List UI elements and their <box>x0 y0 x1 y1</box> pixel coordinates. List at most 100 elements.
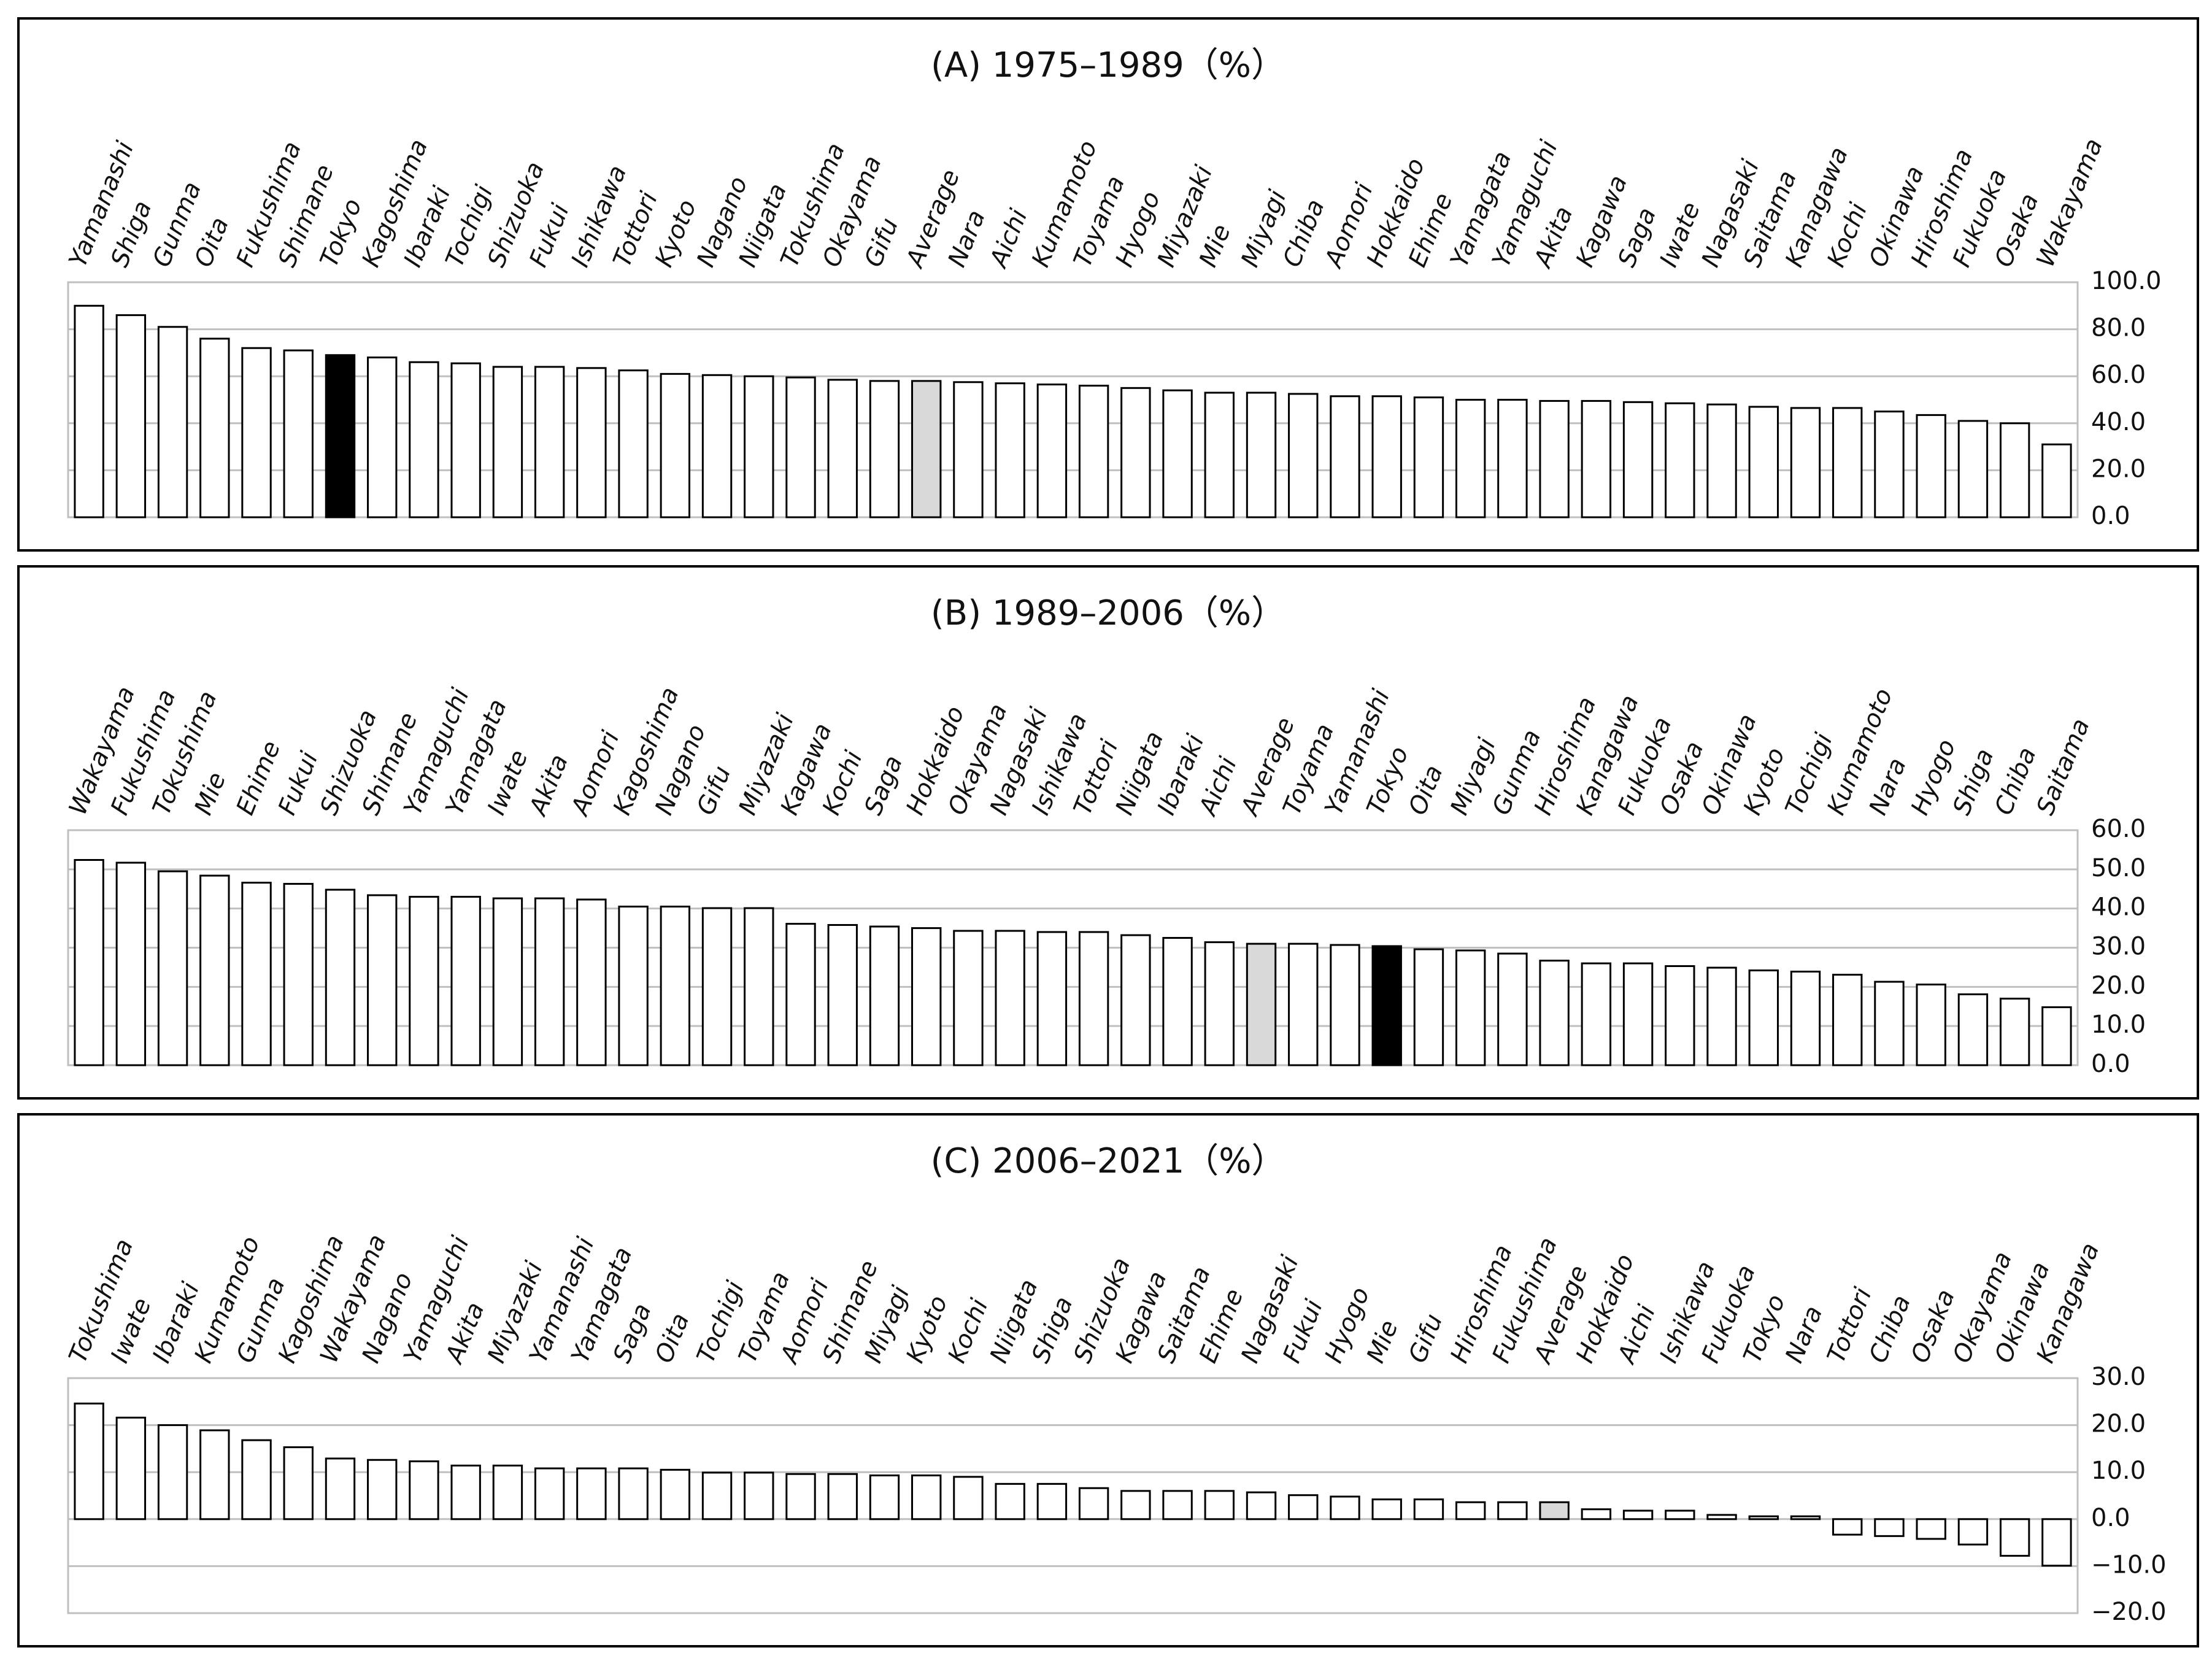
y-tick-label: 10.0 <box>2091 1011 2146 1039</box>
bar <box>1874 981 1905 1066</box>
bar <box>1120 934 1151 1066</box>
bar <box>1832 1518 1863 1536</box>
y-tick-label: 100.0 <box>2091 267 2162 295</box>
bar <box>283 1446 314 1520</box>
x-tick-label: Oita <box>1403 761 1449 819</box>
bar <box>1665 1509 1695 1520</box>
bar <box>157 326 188 518</box>
y-tick-label: 40.0 <box>2091 893 2146 922</box>
x-tick-label: Mie <box>1362 1316 1404 1366</box>
bar <box>1162 1490 1193 1520</box>
bar <box>199 337 230 518</box>
bar <box>660 372 691 518</box>
bar <box>911 1474 942 1520</box>
bar <box>1581 962 1612 1066</box>
bar <box>534 897 565 1066</box>
bar <box>1204 1490 1235 1520</box>
y-tick-label: 80.0 <box>2091 314 2146 342</box>
bar <box>1622 1509 1654 1520</box>
bar <box>1706 403 1737 518</box>
bar <box>1957 1518 1989 1546</box>
panel-frame <box>17 17 2199 552</box>
bar <box>1288 1494 1319 1520</box>
y-tick-label: 20.0 <box>2091 455 2146 483</box>
bar <box>1413 948 1444 1066</box>
bar <box>157 870 188 1066</box>
bar <box>74 859 104 1066</box>
bar <box>283 882 314 1066</box>
bar <box>74 1402 104 1520</box>
bar <box>953 1476 984 1520</box>
bar <box>911 927 942 1066</box>
bar <box>995 930 1025 1066</box>
bar <box>450 1464 481 1520</box>
bar <box>1246 1491 1277 1520</box>
bar <box>2041 1518 2072 1567</box>
bar <box>409 1460 439 1520</box>
panel-frame <box>17 1113 2199 1648</box>
bar <box>1790 970 1821 1066</box>
chart-title: (A) 1975–1989（%） <box>931 45 1285 85</box>
y-tick-label: 20.0 <box>2091 971 2146 1000</box>
bar <box>1162 937 1193 1066</box>
x-tick-label: Gifu <box>859 214 904 271</box>
bar <box>1622 401 1654 518</box>
bar <box>409 896 439 1066</box>
bar <box>1497 952 1528 1066</box>
bar <box>1665 402 1695 518</box>
bar <box>1120 387 1151 518</box>
y-tick-label: 60.0 <box>2091 815 2146 843</box>
bar <box>576 898 607 1066</box>
bar <box>1539 960 1570 1066</box>
bar <box>701 907 733 1066</box>
bar <box>241 347 272 518</box>
bar <box>534 1467 565 1520</box>
bar <box>1497 399 1528 518</box>
x-tick-label: Saitama <box>2032 715 2095 819</box>
bar <box>1790 407 1821 518</box>
bar <box>1162 389 1193 518</box>
bar <box>1204 391 1235 518</box>
y-tick-label: 50.0 <box>2091 854 2146 882</box>
bar <box>1036 1482 1068 1520</box>
bar <box>1288 942 1319 1066</box>
bar <box>1832 974 1863 1066</box>
bar <box>492 366 523 518</box>
bar <box>701 374 733 518</box>
y-tick-label: 30.0 <box>2091 933 2146 961</box>
bar <box>1539 399 1570 518</box>
plot-frame <box>67 829 2079 1066</box>
bar <box>744 375 774 518</box>
plot-frame <box>67 281 2079 518</box>
bar <box>1413 396 1444 518</box>
bar <box>911 380 942 518</box>
bar <box>241 1439 272 1520</box>
bar <box>1455 1501 1486 1520</box>
bar <box>1874 410 1905 518</box>
bar <box>1288 393 1319 518</box>
bar <box>618 905 649 1066</box>
bar <box>618 1467 649 1520</box>
bar <box>115 1416 147 1520</box>
bar <box>1706 1514 1737 1520</box>
bar <box>157 1424 188 1520</box>
bar <box>785 923 816 1066</box>
bar <box>241 882 272 1066</box>
y-tick-label: 0.0 <box>2091 1050 2130 1078</box>
bar <box>1246 942 1277 1066</box>
y-tick-label: −10.0 <box>2091 1551 2167 1579</box>
plot-frame <box>67 1377 2079 1614</box>
bar <box>325 354 356 518</box>
bar <box>744 1471 774 1520</box>
bar <box>1999 1518 2030 1557</box>
bar <box>1957 993 1989 1066</box>
bar <box>199 874 230 1066</box>
y-tick-label: 30.0 <box>2091 1363 2146 1391</box>
y-tick-label: 40.0 <box>2091 408 2146 436</box>
bar <box>1622 962 1654 1066</box>
bar <box>1497 1501 1528 1520</box>
x-tick-label: Nara <box>1780 1302 1828 1367</box>
bar <box>744 907 774 1066</box>
bar <box>1916 984 1946 1066</box>
bar <box>1371 395 1402 518</box>
